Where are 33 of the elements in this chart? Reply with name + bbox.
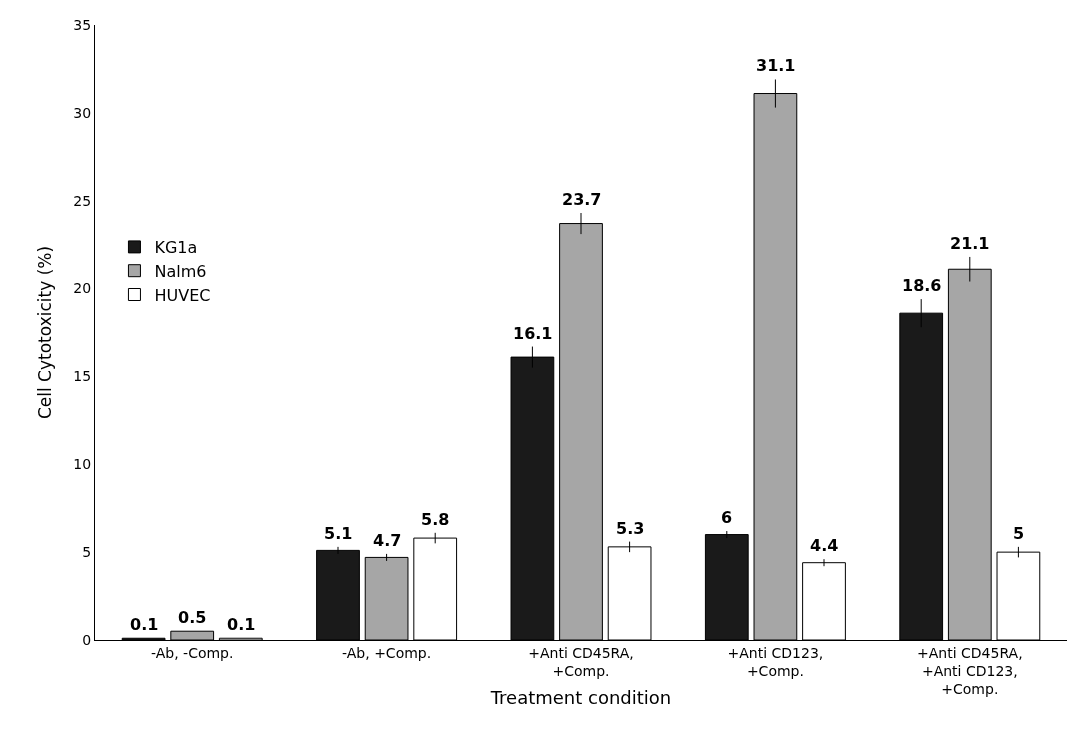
y-tick-label: 25 bbox=[73, 192, 92, 209]
data-label: 0.1 bbox=[227, 615, 256, 634]
legend-label: KG1a bbox=[154, 238, 198, 258]
y-axis-title: Cell Cytotoxicity (%) bbox=[35, 245, 55, 420]
y-tick-label: 20 bbox=[73, 280, 92, 297]
data-label: 4.4 bbox=[810, 536, 839, 555]
data-label: 18.6 bbox=[902, 276, 942, 295]
x-tick-label: -Ab, -Comp. bbox=[150, 644, 234, 661]
y-tick-label: 10 bbox=[73, 456, 92, 473]
x-tick-label: +Anti CD123, +Comp. bbox=[727, 644, 824, 679]
data-label: 23.7 bbox=[562, 190, 602, 209]
data-label: 5 bbox=[1013, 524, 1025, 543]
y-tick-label: 5 bbox=[82, 544, 92, 561]
x-tick-label: +Anti CD45RA, +Anti CD123, +Comp. bbox=[917, 644, 1023, 698]
data-label: 5.1 bbox=[324, 524, 353, 543]
data-label: 31.1 bbox=[756, 56, 796, 75]
x-axis-title: Treatment condition bbox=[489, 687, 672, 708]
data-label: 21.1 bbox=[950, 234, 990, 253]
data-label: 16.1 bbox=[513, 324, 553, 343]
x-tick-label: -Ab, +Comp. bbox=[342, 644, 432, 661]
data-label: 4.7 bbox=[373, 531, 402, 550]
data-label: 5.3 bbox=[616, 519, 645, 538]
y-tick-label: 15 bbox=[73, 368, 92, 385]
y-tick-label: 0 bbox=[82, 631, 92, 648]
legend-label: Nalm6 bbox=[154, 261, 207, 281]
data-label: 0.1 bbox=[130, 615, 159, 634]
x-tick-label: +Anti CD45RA, +Comp. bbox=[528, 644, 634, 679]
data-label: 0.5 bbox=[178, 608, 207, 627]
data-label: 5.8 bbox=[421, 510, 450, 529]
data-label: 6 bbox=[721, 508, 733, 527]
y-tick-label: 30 bbox=[73, 104, 92, 121]
legend-label: HUVEC bbox=[154, 285, 211, 305]
y-tick-label: 35 bbox=[73, 16, 92, 33]
